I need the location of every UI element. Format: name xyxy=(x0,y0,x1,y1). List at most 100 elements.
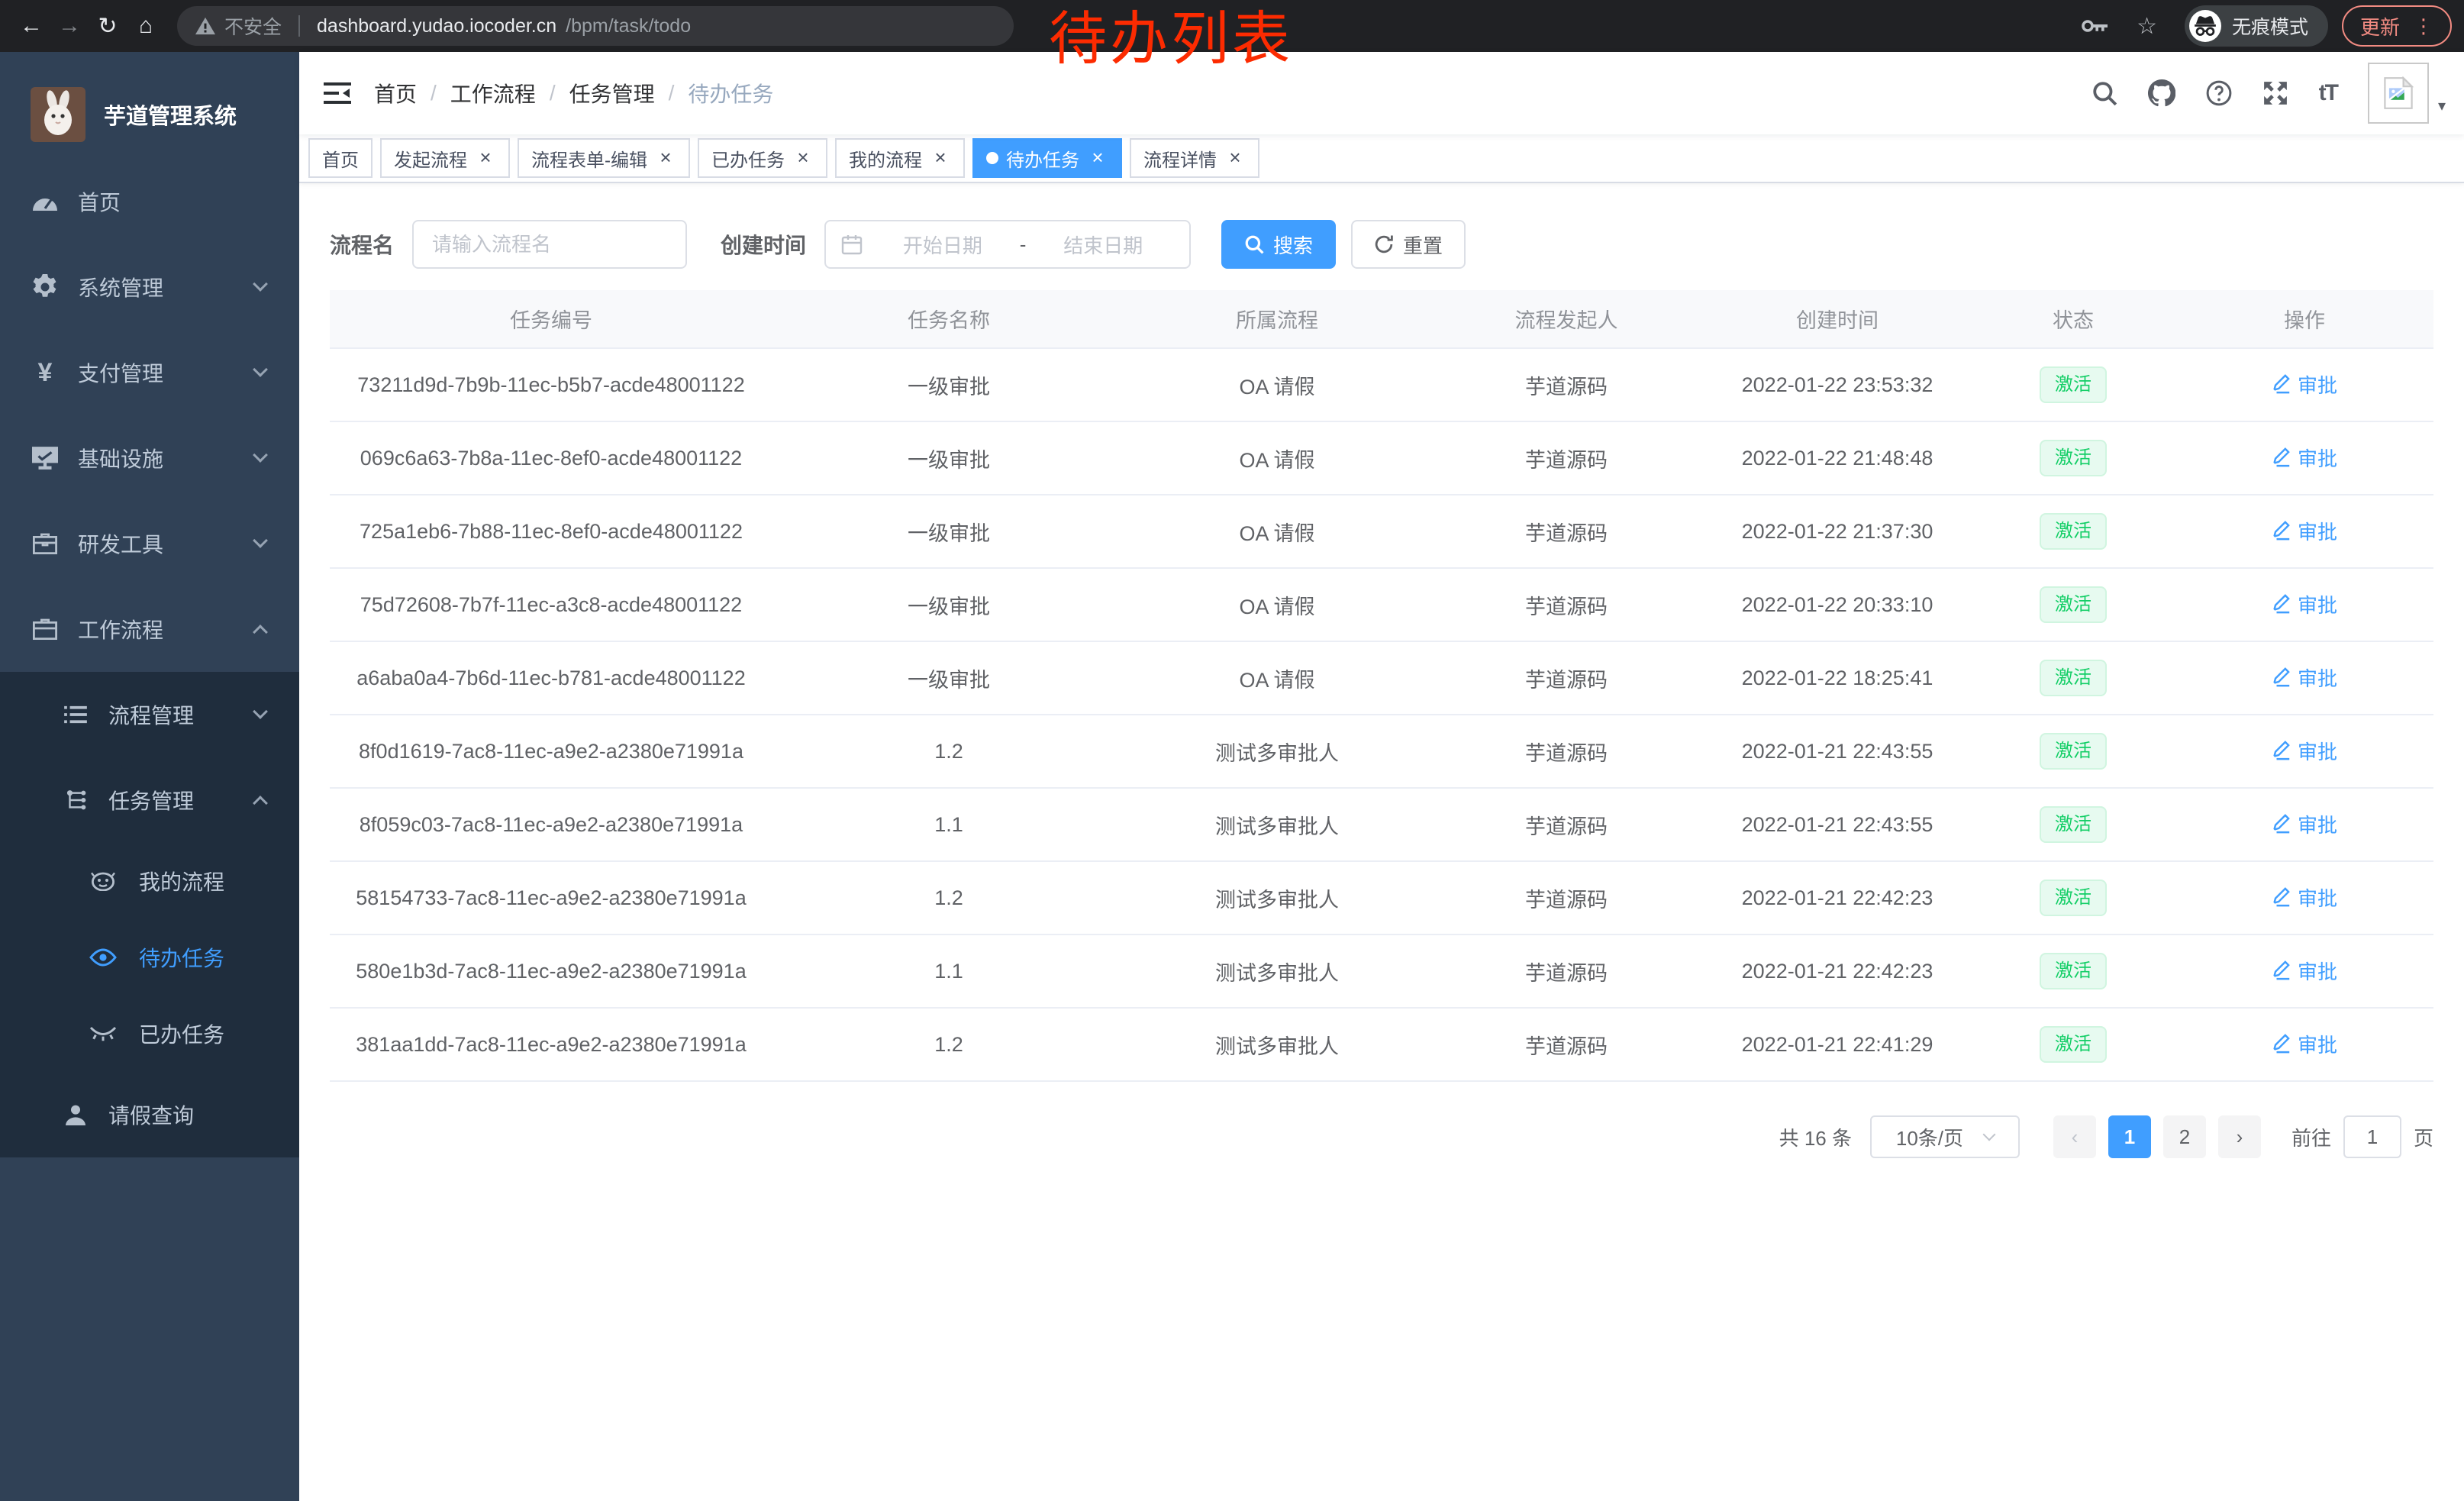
eye-closed-icon xyxy=(89,1026,118,1041)
sidebar-item-infrastructure[interactable]: 基础设施 xyxy=(0,415,299,501)
approve-link[interactable]: 审批 xyxy=(2272,590,2337,618)
approve-link[interactable]: 审批 xyxy=(2272,444,2337,472)
task-time: 2022-01-21 22:42:23 xyxy=(1704,934,1971,1009)
main-area: 首页 / 工作流程 / 任务管理 / 待办任务 xyxy=(299,52,2464,1501)
sidebar-item-workflow[interactable]: 工作流程 xyxy=(0,586,299,672)
close-icon[interactable]: × xyxy=(1092,146,1104,169)
tab-process-detail[interactable]: 流程详情 × xyxy=(1130,138,1259,178)
tab-home[interactable]: 首页 xyxy=(308,138,373,178)
sidebar-item-done-tasks[interactable]: 已办任务 xyxy=(0,996,299,1072)
breadcrumb-home[interactable]: 首页 xyxy=(374,82,418,106)
edit-icon xyxy=(2272,814,2291,834)
github-icon[interactable] xyxy=(2133,79,2191,107)
task-starter: 芋道源码 xyxy=(1429,421,1704,495)
col-actions: 操作 xyxy=(2175,290,2433,349)
browser-forward-button[interactable]: → xyxy=(58,13,81,38)
approve-link[interactable]: 审批 xyxy=(2272,1030,2337,1058)
status-badge: 激活 xyxy=(2040,513,2107,550)
workflow-submenu: 流程管理 任务管理 我的流程 xyxy=(0,672,299,1157)
incognito-badge: 无痕模式 xyxy=(2184,5,2328,47)
approve-link[interactable]: 审批 xyxy=(2272,737,2337,765)
approve-link[interactable]: 审批 xyxy=(2272,883,2337,912)
bookmark-star-icon[interactable]: ☆ xyxy=(2137,13,2157,39)
task-process: OA 请假 xyxy=(1125,421,1429,495)
task-name: 一级审批 xyxy=(772,495,1125,569)
task-starter: 芋道源码 xyxy=(1429,861,1704,935)
tab-process-form-edit[interactable]: 流程表单-编辑 × xyxy=(518,138,690,178)
col-task-id: 任务编号 xyxy=(330,290,772,349)
sidebar-item-payment[interactable]: ¥ 支付管理 xyxy=(0,330,299,415)
close-icon[interactable]: × xyxy=(479,146,492,169)
fullscreen-icon[interactable] xyxy=(2247,80,2304,106)
close-icon[interactable]: × xyxy=(660,146,672,169)
page-button-2[interactable]: 2 xyxy=(2162,1115,2206,1158)
chevron-up-icon xyxy=(253,796,268,811)
process-name-input[interactable] xyxy=(412,220,688,269)
sidebar-item-system[interactable]: 系统管理 xyxy=(0,244,299,330)
incognito-icon xyxy=(2188,10,2221,42)
tab-start-process[interactable]: 发起流程 × xyxy=(380,138,510,178)
help-icon[interactable] xyxy=(2191,80,2247,106)
goto-page-input[interactable] xyxy=(2343,1115,2401,1158)
tab-done-tasks[interactable]: 已办任务 × xyxy=(698,138,827,178)
breadcrumb-workflow[interactable]: 工作流程 xyxy=(450,82,536,106)
browser-reload-button[interactable]: ↻ xyxy=(98,13,118,39)
sidebar-item-todo-tasks[interactable]: 待办任务 xyxy=(0,919,299,996)
edit-icon xyxy=(2272,741,2291,760)
search-button[interactable]: 搜索 xyxy=(1221,220,1337,269)
next-page-button[interactable]: › xyxy=(2217,1115,2261,1158)
search-icon[interactable] xyxy=(2076,80,2133,106)
sidebar-item-home[interactable]: 首页 xyxy=(0,159,299,244)
page-content: 流程名 创建时间 开始日期 - 结束日期 搜索 xyxy=(299,183,2464,1501)
table-row: 75d72608-7b7f-11ec-a3c8-acde48001122 一级审… xyxy=(330,568,2433,642)
approve-link[interactable]: 审批 xyxy=(2272,957,2337,985)
task-process: 测试多审批人 xyxy=(1125,788,1429,862)
tab-my-process[interactable]: 我的流程 × xyxy=(835,138,965,178)
date-range-picker[interactable]: 开始日期 - 结束日期 xyxy=(824,220,1192,269)
prev-page-button[interactable]: ‹ xyxy=(2053,1115,2096,1158)
browser-menu-icon[interactable]: ⋮ xyxy=(2414,14,2433,37)
sidebar-item-my-process[interactable]: 我的流程 xyxy=(0,843,299,919)
yen-icon: ¥ xyxy=(37,357,53,387)
avatar[interactable] xyxy=(2367,63,2429,124)
approve-link[interactable]: 审批 xyxy=(2272,517,2337,545)
font-size-icon[interactable]: tT xyxy=(2318,80,2339,105)
sidebar-item-devtools[interactable]: 研发工具 xyxy=(0,501,299,586)
sidebar-item-leave-query[interactable]: 请假查询 xyxy=(0,1072,299,1157)
breadcrumb: 首页 / 工作流程 / 任务管理 / 待办任务 xyxy=(374,78,773,108)
breadcrumb-task-mgmt[interactable]: 任务管理 xyxy=(569,82,655,106)
task-time: 2022-01-22 21:48:48 xyxy=(1704,421,1971,495)
reset-button[interactable]: 重置 xyxy=(1351,220,1466,269)
task-starter: 芋道源码 xyxy=(1429,934,1704,1009)
sidebar-item-task-mgmt[interactable]: 任务管理 xyxy=(0,757,299,843)
task-id: 580e1b3d-7ac8-11ec-a9e2-a2380e71991a xyxy=(330,934,772,1009)
close-icon[interactable]: × xyxy=(934,146,947,169)
address-bar[interactable]: 不安全 dashboard.yudao.iocoder.cn/bpm/task/… xyxy=(177,6,1014,46)
task-id: a6aba0a4-7b6d-11ec-b781-acde48001122 xyxy=(330,641,772,715)
sidebar-item-process-mgmt[interactable]: 流程管理 xyxy=(0,672,299,757)
task-id: 381aa1dd-7ac8-11ec-a9e2-a2380e71991a xyxy=(330,1008,772,1082)
approve-link[interactable]: 审批 xyxy=(2272,370,2337,399)
close-icon[interactable]: × xyxy=(797,146,809,169)
dashboard-icon xyxy=(31,192,60,211)
filter-form: 流程名 创建时间 开始日期 - 结束日期 搜索 xyxy=(330,220,2433,269)
approve-link[interactable]: 审批 xyxy=(2272,810,2337,838)
table-row: 580e1b3d-7ac8-11ec-a9e2-a2380e71991a 1.1… xyxy=(330,934,2433,1009)
user-menu-caret-icon[interactable]: ▾ xyxy=(2437,97,2446,115)
tab-todo-tasks[interactable]: 待办任务 × xyxy=(972,138,1122,178)
task-name: 1.2 xyxy=(772,1008,1125,1082)
browser-home-button[interactable]: ⌂ xyxy=(138,13,153,38)
chevron-down-icon xyxy=(253,362,268,377)
task-starter: 芋道源码 xyxy=(1429,1008,1704,1082)
page-button-1[interactable]: 1 xyxy=(2108,1115,2151,1158)
browser-update-button[interactable]: 更新 ⋮ xyxy=(2341,5,2452,47)
close-icon[interactable]: × xyxy=(1229,146,1241,169)
sidebar-fold-icon[interactable] xyxy=(324,82,351,105)
task-id: 58154733-7ac8-11ec-a9e2-a2380e71991a xyxy=(330,861,772,935)
task-time: 2022-01-21 22:43:55 xyxy=(1704,715,1971,789)
key-icon[interactable] xyxy=(2068,18,2123,34)
page-size-select[interactable]: 10条/页 xyxy=(1869,1115,2020,1158)
approve-link[interactable]: 审批 xyxy=(2272,663,2337,692)
browser-back-button[interactable]: ← xyxy=(20,13,43,38)
status-badge: 激活 xyxy=(2040,366,2107,403)
